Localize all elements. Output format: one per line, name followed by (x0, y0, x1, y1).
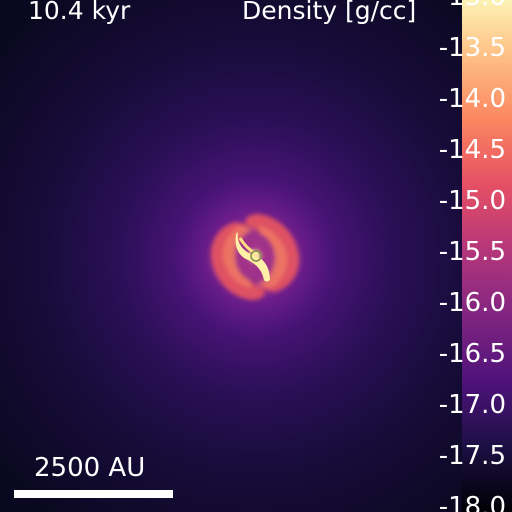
time-label: 10.4 kyr (28, 0, 131, 25)
colorbar-tick-label: -15.5 (438, 237, 506, 267)
colorbar-tick-label: -14.5 (438, 135, 506, 165)
colorbar-tick-label: -13.5 (438, 33, 506, 63)
colorbar-tick-label: -17.5 (438, 441, 506, 471)
colorbar-tick-label: -15.0 (438, 186, 506, 216)
colorbar-tick-label: -17.0 (438, 390, 506, 420)
colorbar-tick-label: -16.5 (438, 339, 506, 369)
colorbar (462, 0, 512, 512)
colorbar-tick-label: -16.0 (438, 288, 506, 318)
sink-particle (250, 250, 262, 262)
scale-bar-label: 2500 AU (34, 453, 146, 483)
colorbar-tick-label: -18.0 (438, 492, 506, 512)
colorbar-title: Density [g/cc] (242, 0, 417, 25)
colorbar-tick-label: -13.0 (439, 0, 506, 10)
colorbar-gradient (462, 0, 512, 512)
colorbar-tick-label: -14.0 (438, 84, 506, 114)
spiral-arms (211, 214, 299, 300)
scale-bar (14, 490, 173, 498)
